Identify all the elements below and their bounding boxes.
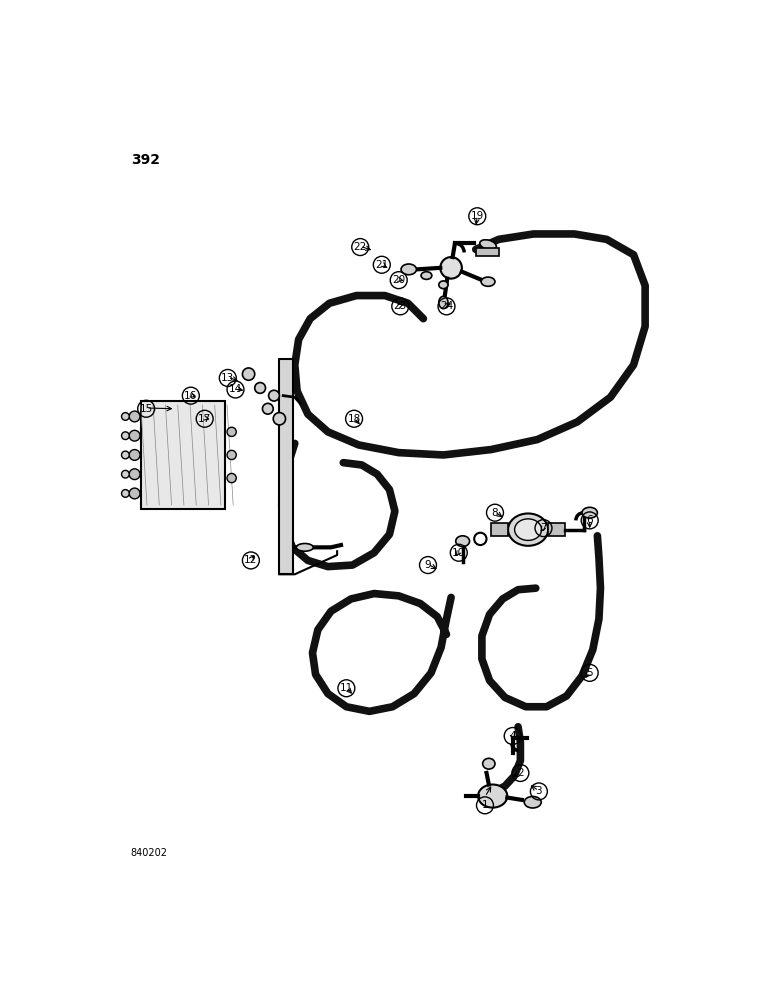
Ellipse shape xyxy=(440,257,462,279)
Text: 16: 16 xyxy=(185,391,198,401)
Text: 17: 17 xyxy=(198,414,212,424)
Text: 2: 2 xyxy=(517,768,523,778)
Ellipse shape xyxy=(479,240,496,250)
Text: 22: 22 xyxy=(354,242,367,252)
Text: 6: 6 xyxy=(587,515,593,525)
Text: 4: 4 xyxy=(510,731,516,741)
Circle shape xyxy=(227,427,236,436)
Bar xyxy=(491,523,508,536)
Circle shape xyxy=(227,473,236,483)
Text: 15: 15 xyxy=(140,404,153,414)
Text: 19: 19 xyxy=(471,211,484,221)
Circle shape xyxy=(129,430,140,441)
Text: 840202: 840202 xyxy=(130,848,168,858)
Ellipse shape xyxy=(401,264,416,275)
Text: 5: 5 xyxy=(587,668,593,678)
Ellipse shape xyxy=(482,758,495,769)
Text: 18: 18 xyxy=(347,414,361,424)
Ellipse shape xyxy=(421,272,432,279)
Ellipse shape xyxy=(481,277,495,286)
Circle shape xyxy=(129,469,140,480)
Circle shape xyxy=(255,383,266,393)
Text: 9: 9 xyxy=(425,560,432,570)
Text: 14: 14 xyxy=(229,384,242,394)
Circle shape xyxy=(121,413,129,420)
Text: 8: 8 xyxy=(492,508,498,518)
Circle shape xyxy=(262,403,273,414)
Ellipse shape xyxy=(438,296,448,309)
Circle shape xyxy=(129,411,140,422)
Circle shape xyxy=(121,490,129,497)
Ellipse shape xyxy=(582,507,598,518)
Circle shape xyxy=(121,451,129,459)
Text: 1: 1 xyxy=(482,800,488,810)
Text: 23: 23 xyxy=(394,301,407,311)
Circle shape xyxy=(129,488,140,499)
Text: 10: 10 xyxy=(452,548,466,558)
Circle shape xyxy=(242,368,255,380)
Ellipse shape xyxy=(296,543,313,551)
Bar xyxy=(279,359,293,574)
Circle shape xyxy=(129,450,140,460)
Text: 11: 11 xyxy=(340,683,353,693)
Text: 3: 3 xyxy=(536,786,542,796)
Ellipse shape xyxy=(438,281,448,289)
Text: 12: 12 xyxy=(244,555,258,565)
Circle shape xyxy=(269,390,279,401)
Text: 21: 21 xyxy=(375,260,388,270)
Bar xyxy=(548,523,565,536)
Text: 13: 13 xyxy=(221,373,235,383)
Ellipse shape xyxy=(515,519,542,540)
Bar xyxy=(141,401,225,509)
Bar xyxy=(476,248,499,256)
Text: 7: 7 xyxy=(540,523,547,533)
Ellipse shape xyxy=(455,536,469,547)
Ellipse shape xyxy=(524,796,541,808)
Circle shape xyxy=(227,450,236,460)
Text: 20: 20 xyxy=(392,275,405,285)
Ellipse shape xyxy=(478,785,507,808)
Text: 392: 392 xyxy=(130,153,160,167)
Ellipse shape xyxy=(508,513,548,546)
Text: 24: 24 xyxy=(440,301,453,311)
Circle shape xyxy=(121,470,129,478)
Circle shape xyxy=(121,432,129,440)
Circle shape xyxy=(273,413,286,425)
